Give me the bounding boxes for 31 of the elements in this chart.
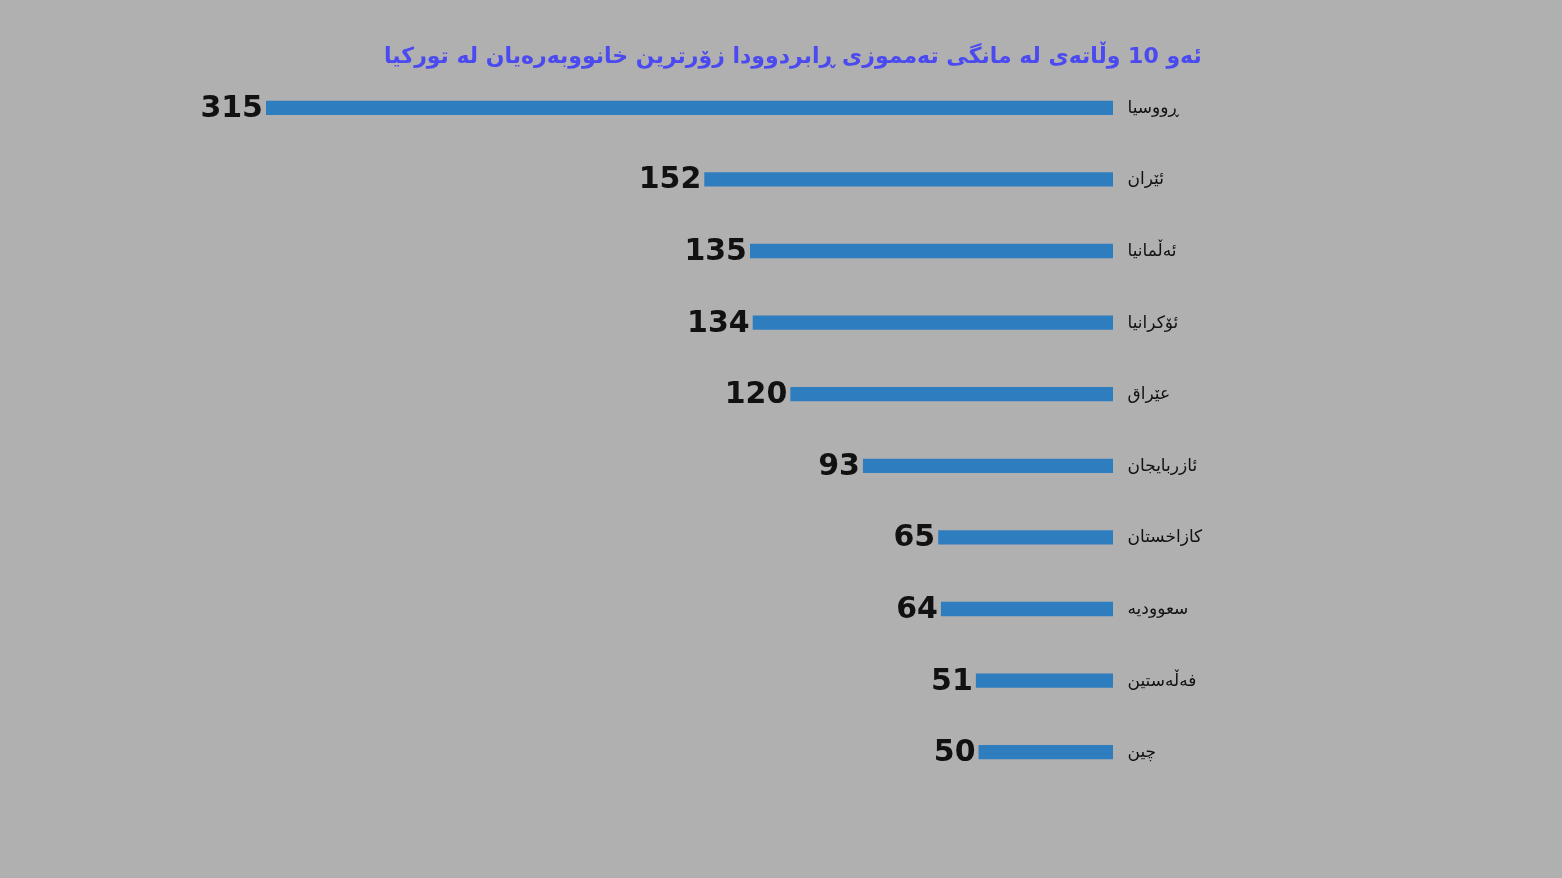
chart-title: ئەو 10 وڵاتەی لە مانگی تەمموزی ڕابردوودا زۆرترین خانووبەرەیان لە تورکیا xyxy=(384,41,1202,69)
y-tick-label: ئێران xyxy=(1127,168,1164,189)
y-tick-label: فەڵەستین xyxy=(1127,668,1197,690)
bar xyxy=(750,243,1113,259)
bar xyxy=(704,172,1113,187)
y-tick-label: عێراق xyxy=(1127,383,1171,404)
data-label: 51 xyxy=(931,661,973,697)
y-tick-label: ئۆکرانیا xyxy=(1127,311,1179,332)
data-label: 93 xyxy=(818,446,860,482)
bar xyxy=(752,315,1113,330)
bar xyxy=(978,745,1113,760)
data-label: 64 xyxy=(896,590,938,625)
data-label: 65 xyxy=(893,518,936,554)
y-tick-label: ئازربایجان xyxy=(1127,454,1198,475)
bar xyxy=(790,387,1113,402)
y-tick-label: چین xyxy=(1127,741,1157,763)
bar xyxy=(940,601,1113,617)
bar xyxy=(975,673,1113,688)
data-label: 152 xyxy=(638,160,702,196)
data-label: 134 xyxy=(687,303,750,339)
y-tick-label: ڕووسیا xyxy=(1127,96,1180,117)
bar xyxy=(862,458,1113,473)
data-label: 120 xyxy=(724,375,788,411)
data-label: 50 xyxy=(933,733,976,769)
data-label: 315 xyxy=(200,88,263,124)
y-tick-label: کازاخستان xyxy=(1127,526,1204,547)
bar xyxy=(938,530,1113,545)
bar xyxy=(266,100,1113,115)
data-label: 135 xyxy=(684,232,747,267)
y-tick-label: سعوودیە xyxy=(1127,598,1189,618)
y-tick-label: ئەڵمانیا xyxy=(1127,239,1177,260)
